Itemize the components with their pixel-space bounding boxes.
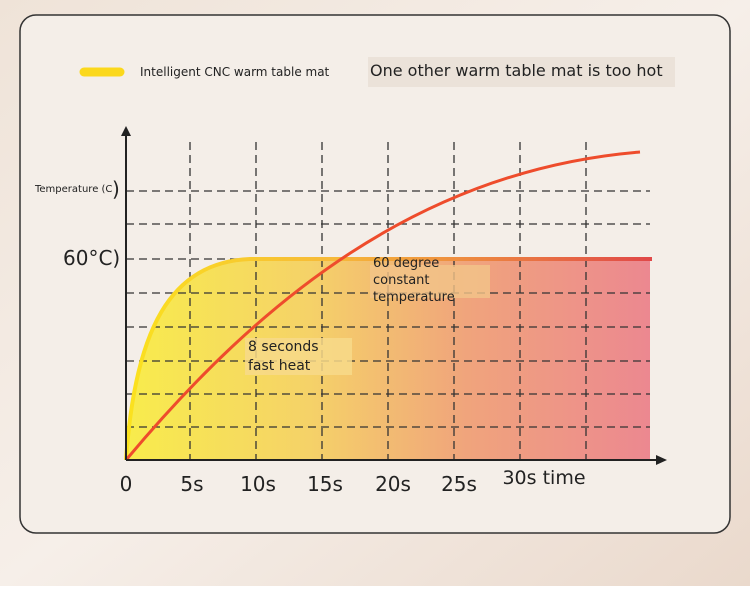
x-labels: 0 5s 10s 15s 20s 25s 30s time	[120, 467, 586, 496]
ours-curve	[124, 257, 652, 461]
y-label: Temperature (C	[34, 184, 112, 195]
x-label: 0	[120, 472, 133, 496]
x-label: 20s	[375, 472, 411, 496]
legend-label: Intelligent CNC warm table mat	[140, 65, 330, 79]
annotation-box	[370, 265, 490, 298]
annotation: 8 seconds fast heat	[248, 339, 323, 374]
annotation-box	[245, 338, 352, 375]
x-label: 25s	[441, 472, 477, 496]
x-label: 30s time	[502, 467, 585, 489]
legend-box	[368, 57, 675, 87]
x-label: 5s	[180, 472, 203, 496]
x-label: 15s	[307, 472, 343, 496]
annotation: 60 degree constant temperature	[373, 256, 455, 305]
axes	[121, 126, 667, 465]
x-label: 10s	[240, 472, 276, 496]
y-mark: 60°C)	[63, 246, 120, 270]
legend-label: One other warm table mat is too hot	[370, 61, 663, 80]
y-label-paren: )	[112, 177, 120, 201]
area	[126, 259, 650, 460]
other-curve	[124, 150, 641, 461]
